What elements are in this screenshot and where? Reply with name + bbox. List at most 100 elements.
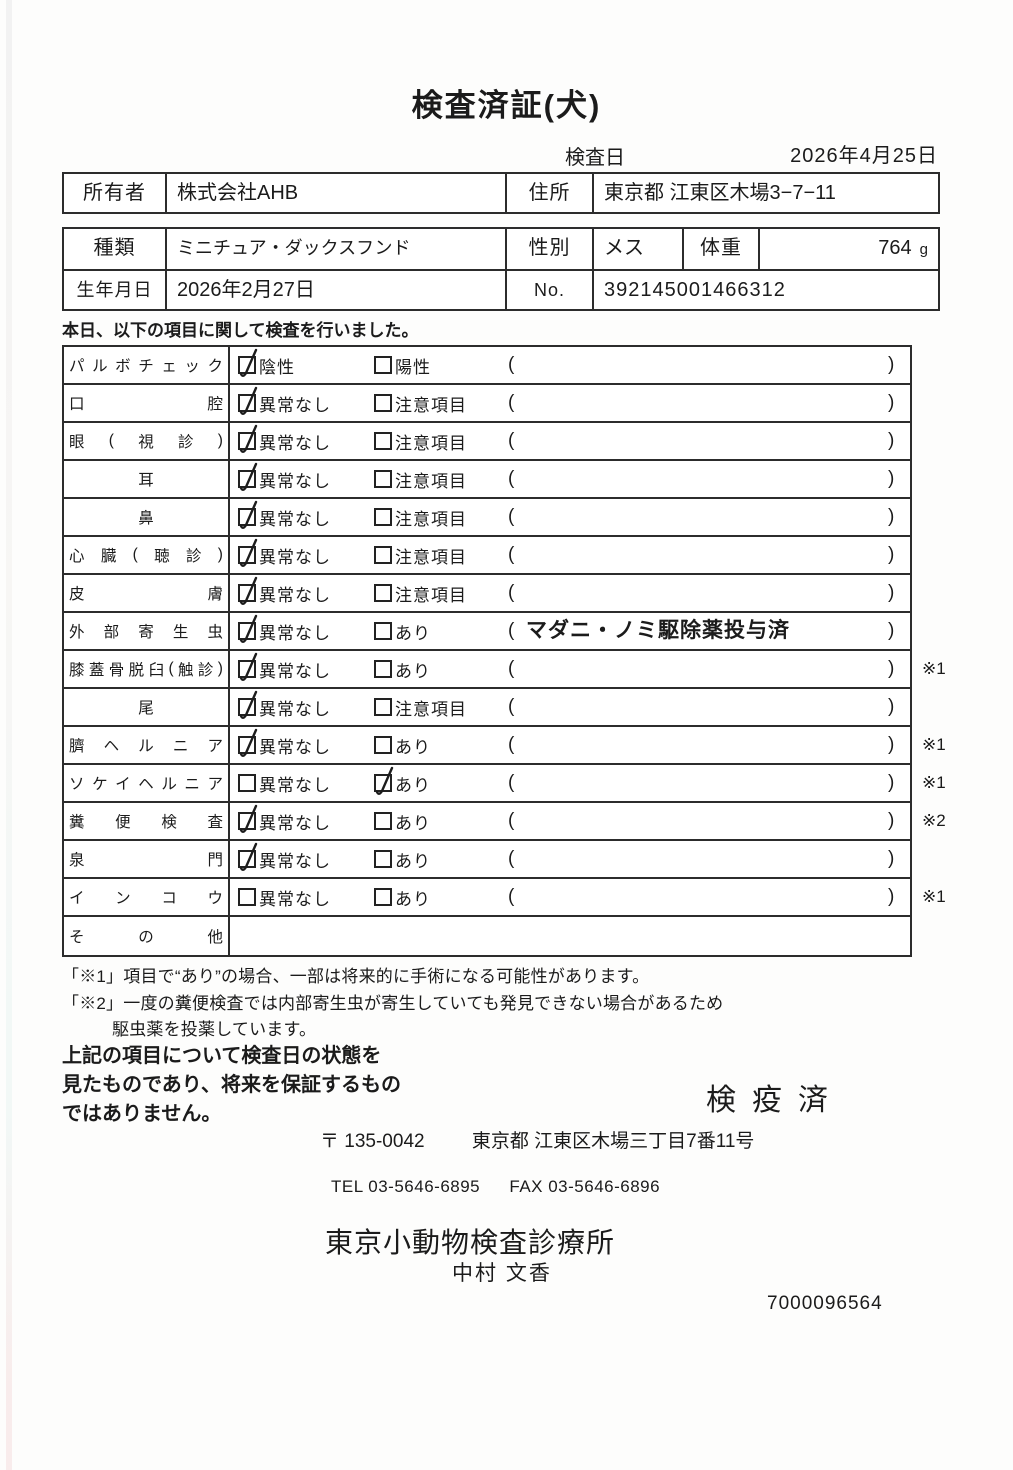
- exam-option-1-label: 異常なし: [259, 661, 331, 681]
- checkbox-icon: [374, 356, 392, 374]
- exam-item-name: 泉門: [64, 841, 230, 877]
- paren-close: ): [888, 468, 895, 489]
- owner-label: 所有者: [64, 174, 167, 214]
- exam-option-2-label: 注意項目: [395, 547, 467, 567]
- exam-option-1: 異常なし: [238, 765, 331, 801]
- exam-item-name: 眼(視診): [64, 423, 230, 459]
- checkmark-icon: [239, 348, 258, 377]
- exam-row: 口腔 異常なし 注意項目 ( ): [64, 385, 910, 423]
- exam-item-name: パルボチェック: [64, 347, 230, 383]
- exam-row: インコウ 異常なし あり ( ) ※1: [64, 879, 946, 917]
- exam-option-2-label: 注意項目: [395, 395, 467, 415]
- checkbox-icon: [238, 348, 258, 377]
- exam-item-name: 皮膚: [64, 575, 230, 611]
- paren-close: ): [888, 886, 895, 907]
- checkmark-icon: [239, 538, 258, 567]
- exam-option-2-label: あり: [395, 623, 431, 643]
- paren-open: (: [508, 392, 515, 413]
- exam-option-1-label: 異常なし: [259, 585, 331, 605]
- checkbox-icon: [374, 432, 392, 450]
- checkbox-icon: [374, 812, 392, 830]
- exam-option-1-label: 異常なし: [259, 547, 331, 567]
- exam-option-1-label: 陰性: [259, 357, 295, 377]
- checkmark-icon: [239, 842, 258, 871]
- paren-close: ): [888, 772, 895, 793]
- checkmark-icon: [239, 424, 258, 453]
- intro-text: 本日、以下の項目に関して検査を行いました。: [62, 321, 419, 340]
- footnote-2-line1: 「※2」一度の糞便検査では内部寄生虫が寄生していても発見できない場合があるため: [62, 994, 724, 1013]
- quarantine-stamp: 検疫済: [706, 1084, 844, 1117]
- clinic-postal-code: 〒 135-0042: [320, 1131, 425, 1152]
- checkbox-icon: [374, 546, 392, 564]
- exam-option-2-label: 注意項目: [395, 699, 467, 719]
- checkbox-icon: [374, 470, 392, 488]
- weight-unit: g: [919, 241, 928, 258]
- checkbox-icon: [374, 394, 392, 412]
- checkbox-icon: [238, 690, 258, 719]
- page-title: 検査済証(犬): [411, 88, 602, 123]
- checkbox-icon: [238, 424, 258, 453]
- exam-row: 鼻 異常なし 注意項目 ( ): [64, 499, 910, 537]
- paren-open: (: [508, 848, 515, 869]
- exam-row-ref-mark: ※1: [922, 887, 946, 906]
- exam-row-note: マダニ・ノミ駆除薬投与済: [526, 619, 790, 642]
- exam-row: 心臓(聴診) 異常なし 注意項目 ( ): [64, 537, 910, 575]
- paren-close: ): [888, 658, 895, 679]
- exam-option-1: 異常なし: [238, 499, 331, 535]
- paren-open: (: [508, 544, 515, 565]
- exam-option-2-label: あり: [395, 851, 431, 871]
- paren-close: ): [888, 430, 895, 451]
- breed-label: 種類: [64, 229, 167, 269]
- exam-item-name: 尾: [64, 689, 230, 725]
- exam-option-1: 異常なし: [238, 879, 331, 915]
- exam-row: パルボチェック 陰性 陽性 ( ): [64, 347, 910, 385]
- checkmark-icon: [239, 576, 258, 605]
- paren-close: ): [888, 544, 895, 565]
- clinic-fax: FAX 03-5646-6896: [509, 1177, 661, 1196]
- exam-item-name: その他: [64, 917, 230, 955]
- owner-row: 所有者 株式会社AHB 住所 東京都 江東区木場3−7−11: [64, 174, 938, 214]
- birth-row: 生年月日 2026年2月27日 No. 392145001466312: [64, 269, 938, 309]
- exam-option-1: 異常なし: [238, 803, 331, 839]
- exam-option-1: 陰性: [238, 347, 295, 383]
- exam-item-name: 糞便検査: [64, 803, 230, 839]
- exam-option-2: 注意項目: [374, 385, 467, 421]
- checkmark-icon: [239, 500, 258, 529]
- exam-option-2-label: あり: [395, 661, 431, 681]
- paren-close: ): [888, 620, 895, 641]
- checkbox-icon: [374, 622, 392, 640]
- paren-close: ): [888, 696, 895, 717]
- exam-row-ref-mark: ※1: [922, 735, 946, 754]
- exam-row: 臍ヘルニア 異常なし あり ( ) ※1: [64, 727, 946, 765]
- exam-option-2: 注意項目: [374, 423, 467, 459]
- exam-option-2: 注意項目: [374, 575, 467, 611]
- exam-option-2-label: 注意項目: [395, 433, 467, 453]
- exam-item-name: 心臓(聴診): [64, 537, 230, 573]
- clinic-name: 東京小動物検査診療所: [325, 1227, 616, 1258]
- checkbox-icon: [374, 736, 392, 754]
- paren-close: ): [888, 392, 895, 413]
- paren-open: (: [508, 886, 515, 907]
- paren-open: (: [508, 734, 515, 755]
- checkbox-icon: [374, 850, 392, 868]
- paren-open: (: [508, 354, 515, 375]
- exam-option-1-label: 異常なし: [259, 699, 331, 719]
- clinic-address: 東京都 江東区木場三丁目7番11号: [471, 1131, 755, 1152]
- weight-label: 体重: [684, 229, 760, 269]
- exam-option-2-label: 陽性: [395, 357, 431, 377]
- exam-option-1: 異常なし: [238, 651, 331, 687]
- checkmark-icon: [239, 614, 258, 643]
- exam-option-2-label: 注意項目: [395, 509, 467, 529]
- paren-close: ): [888, 582, 895, 603]
- exam-row: 皮膚 異常なし 注意項目 ( ): [64, 575, 910, 613]
- exam-row-ref-mark: ※1: [922, 773, 946, 792]
- exam-option-1-label: 異常なし: [259, 813, 331, 833]
- exam-option-2: あり: [374, 803, 431, 839]
- exam-item-name: インコウ: [64, 879, 230, 915]
- exam-option-1: 異常なし: [238, 385, 331, 421]
- clinic-address-line: 〒 135-0042 東京都 江東区木場三丁目7番11号: [320, 1126, 754, 1153]
- animal-info-table: 種類 ミニチュア・ダックスフンド 性別 メス 体重 764 g 生年月日 2026…: [62, 227, 940, 311]
- exam-option-2: 陽性: [374, 347, 431, 383]
- exam-row: その他: [64, 917, 910, 955]
